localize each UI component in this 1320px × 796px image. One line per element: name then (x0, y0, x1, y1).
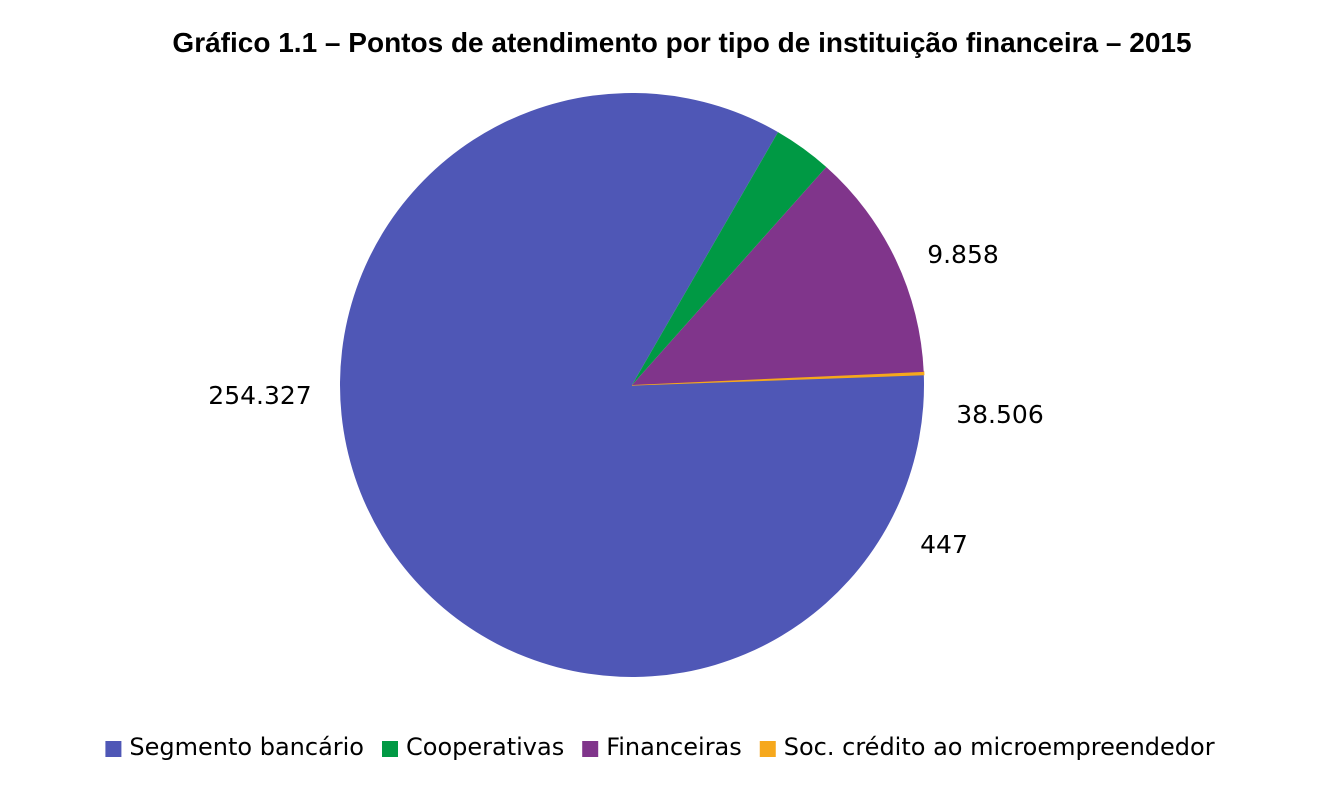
pie-slice-cooperativas (632, 132, 827, 385)
legend-label-financeiras: Financeiras (606, 733, 742, 761)
legend: Segmento bancário Cooperativas Financeiras… (105, 733, 1215, 761)
data-labels: 254.327 9.858 38.506 447 (208, 240, 1043, 559)
legend-label-soc-credito-ao-microempreendedor: Soc. crédito ao microempreendedor (784, 733, 1215, 761)
data-label-segmento-bancario: 254.327 (208, 381, 311, 410)
legend-swatch-cooperativas (382, 741, 398, 757)
legend-swatch-segmento-bancario (105, 741, 122, 757)
legend-label-segmento-bancario: Segmento bancário (129, 733, 364, 761)
legend-label-cooperativas: Cooperativas (406, 733, 564, 761)
legend-item-soc-credito-ao-microempreendedor: Soc. crédito ao microempreendedor (759, 733, 1215, 761)
data-label-financeiras: 38.506 (956, 400, 1043, 429)
pie-slice-soc-credito-ao-microempreendedor (631, 371, 925, 386)
legend-item-segmento-bancario: Segmento bancário (105, 733, 364, 761)
legend-swatch-soc-credito-ao-microempreendedor (759, 741, 776, 757)
chart-title: Gráfico 1.1 – Pontos de atendimento por … (172, 27, 1191, 58)
data-label-cooperativas: 9.858 (927, 240, 999, 269)
legend-item-financeiras: Financeiras (582, 733, 742, 761)
legend-item-cooperativas: Cooperativas (382, 733, 564, 761)
pie-slices (339, 92, 925, 677)
pie-slice-financeiras (632, 167, 924, 385)
data-label-soc-credito-ao-microempreendedor: 447 (920, 530, 968, 559)
legend-swatch-financeiras (582, 741, 599, 757)
